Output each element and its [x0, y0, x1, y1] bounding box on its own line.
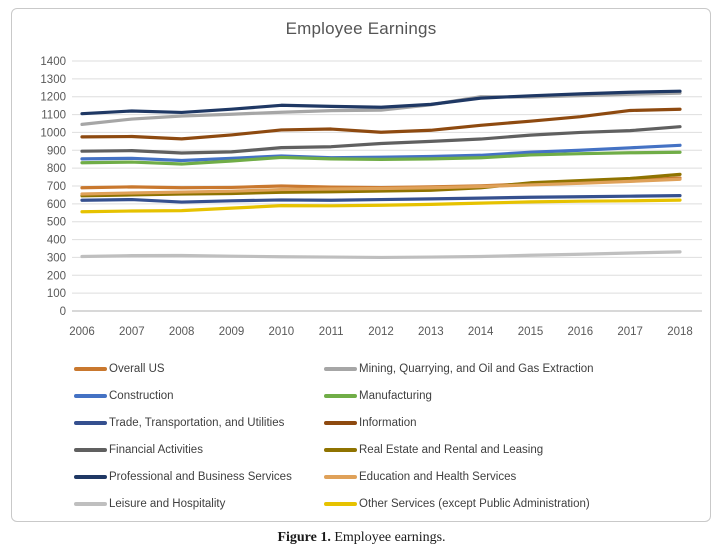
- legend-label: Real Estate and Rental and Leasing: [359, 443, 544, 456]
- legend-swatch-icon: [324, 474, 357, 479]
- legend: Overall US Mining, Quarrying, and Oil and…: [74, 355, 690, 517]
- x-tick-label: 2007: [119, 326, 145, 338]
- legend-swatch-icon: [74, 501, 107, 506]
- y-axis-tick-labels: 0 100 200 300 400 500 600 700 800 900 1000 1100 1200…: [40, 56, 66, 318]
- line-other-services-except-public-administration: [80, 198, 682, 214]
- y-tick-label: 700: [47, 181, 66, 193]
- legend-label: Overall US: [109, 362, 165, 375]
- legend-item-other-services-except-public-administration: Other Services (except Public Administra…: [324, 498, 690, 510]
- legend-item-professional-and-business-services: Professional and Business Services: [74, 471, 324, 483]
- legend-swatch-icon: [324, 366, 357, 371]
- line-construction: [80, 143, 682, 163]
- legend-item-leisure-and-hospitality: Leisure and Hospitality: [74, 498, 324, 510]
- line-financial-activities: [80, 125, 682, 155]
- legend-label: Professional and Business Services: [109, 470, 292, 483]
- y-tick-label: 1000: [40, 127, 66, 139]
- line-leisure-and-hospitality: [80, 250, 682, 260]
- plot-area: 0 100 200 300 400 500 600 700 800 900 1000 1100 1200…: [12, 47, 710, 347]
- x-tick-label: 2006: [69, 326, 95, 338]
- legend-label: Education and Health Services: [359, 470, 517, 483]
- legend-item-real-estate-and-rental-and-leasing: Real Estate and Rental and Leasing: [324, 444, 690, 456]
- line-real-estate-and-rental-and-leasing: [80, 172, 682, 198]
- legend-swatch-icon: [324, 447, 357, 452]
- chart-title: Employee Earnings: [285, 19, 437, 38]
- line-trade-transportation-and-utilities: [80, 194, 682, 204]
- y-tick-label: 0: [60, 306, 66, 318]
- x-tick-label: 2016: [568, 326, 594, 338]
- legend-item-overall-us: Overall US: [74, 363, 324, 375]
- legend-item-trade-transportation-and-utilities: Trade, Transportation, and Utilities: [74, 417, 324, 429]
- y-tick-label: 300: [47, 252, 66, 264]
- legend-swatch-icon: [74, 393, 107, 398]
- legend-label: Mining, Quarrying, and Oil and Gas Extra…: [359, 362, 594, 375]
- series-lines: [80, 89, 682, 260]
- legend-swatch-icon: [74, 447, 107, 452]
- legend-swatch-icon: [74, 420, 107, 425]
- legend-swatch-icon: [74, 474, 107, 479]
- chart-card: Employee Earnings 0 100 200 300 400 500 600 700…: [11, 8, 711, 522]
- legend-item-manufacturing: Manufacturing: [324, 390, 690, 402]
- line-mining-quarrying-and-oil-and-gas-extraction: [80, 91, 682, 126]
- legend-label: Other Services (except Public Administra…: [359, 497, 590, 510]
- x-tick-label: 2009: [219, 326, 245, 338]
- line-information: [80, 107, 682, 141]
- figure-caption: Figure 1. Employee earnings.: [0, 530, 723, 546]
- x-tick-label: 2008: [169, 326, 195, 338]
- line-education-and-health-services: [80, 177, 682, 196]
- y-tick-label: 200: [47, 270, 66, 282]
- x-tick-label: 2013: [418, 326, 444, 338]
- caption-text: Employee earnings.: [334, 530, 446, 545]
- legend-swatch-icon: [324, 501, 357, 506]
- legend-item-financial-activities: Financial Activities: [74, 444, 324, 456]
- legend-label: Financial Activities: [109, 443, 203, 456]
- x-tick-label: 2017: [617, 326, 643, 338]
- y-tick-label: 800: [47, 163, 66, 175]
- legend-swatch-icon: [74, 366, 107, 371]
- x-tick-label: 2012: [368, 326, 394, 338]
- y-tick-label: 1100: [41, 110, 66, 122]
- legend-label: Manufacturing: [359, 389, 432, 402]
- legend-swatch-icon: [324, 420, 357, 425]
- x-tick-label: 2010: [269, 326, 295, 338]
- y-tick-label: 1400: [40, 56, 66, 68]
- legend-label: Trade, Transportation, and Utilities: [109, 416, 285, 429]
- legend-label: Leisure and Hospitality: [109, 497, 226, 510]
- legend-item-construction: Construction: [74, 390, 324, 402]
- legend-item-mining-quarrying-and-oil-and-gas-extraction: Mining, Quarrying, and Oil and Gas Extra…: [324, 363, 690, 375]
- y-tick-label: 500: [47, 217, 66, 229]
- line-professional-and-business-services: [80, 89, 682, 116]
- caption-label: Figure 1.: [277, 530, 331, 545]
- x-tick-label: 2014: [468, 326, 494, 338]
- y-tick-label: 100: [47, 288, 66, 300]
- legend-item-information: Information: [324, 417, 690, 429]
- y-tick-label: 600: [47, 199, 66, 211]
- x-tick-label: 2018: [667, 326, 693, 338]
- y-tick-label: 1300: [40, 74, 66, 86]
- line-manufacturing: [80, 150, 682, 166]
- x-axis-tick-labels: 2006 2007 2008 2009 2010 2011 2012 2013 2014 2015…: [69, 326, 693, 338]
- y-tick-label: 1200: [40, 92, 66, 104]
- y-tick-label: 900: [47, 145, 66, 157]
- plot-svg: 0 100 200 300 400 500 600 700 800 900 1000 1100 1200…: [40, 56, 702, 338]
- x-tick-label: 2011: [319, 326, 344, 338]
- legend-label: Information: [359, 416, 417, 429]
- x-tick-label: 2015: [518, 326, 544, 338]
- legend-item-education-and-health-services: Education and Health Services: [324, 471, 690, 483]
- legend-label: Construction: [109, 389, 174, 402]
- legend-swatch-icon: [324, 393, 357, 398]
- y-tick-label: 400: [47, 235, 66, 247]
